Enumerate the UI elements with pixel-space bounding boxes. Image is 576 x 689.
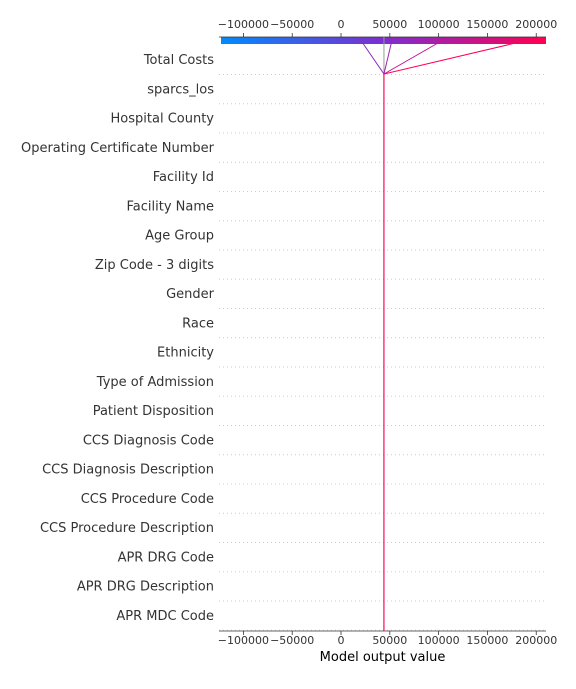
x-axis-label: Model output value — [320, 650, 446, 665]
top-tick-label: −50000 — [270, 18, 314, 31]
feature-label: Patient Disposition — [93, 404, 214, 419]
feature-label: Age Group — [145, 229, 214, 244]
bottom-tick-label: 100000 — [418, 634, 460, 647]
feature-label: Zip Code - 3 digits — [95, 258, 214, 273]
feature-label: APR MDC Code — [116, 609, 214, 624]
feature-label: Facility Id — [153, 170, 214, 185]
top-tick-label: 150000 — [466, 18, 508, 31]
feature-label: CCS Diagnosis Description — [42, 463, 214, 478]
top-axis: −100000 −50000 0 50000 100000 150000 200000 — [218, 18, 557, 38]
feature-label: Ethnicity — [157, 346, 214, 361]
feature-label: Gender — [166, 287, 215, 302]
top-tick-label: 200000 — [515, 18, 557, 31]
bottom-tick-label: 0 — [338, 634, 345, 647]
grid-layer — [219, 74, 546, 631]
top-tick-label: −100000 — [218, 18, 269, 31]
decision-line — [383, 36, 449, 631]
feature-label: Operating Certificate Number — [21, 141, 215, 156]
feature-label: CCS Procedure Description — [40, 521, 214, 536]
bottom-tick-label: 50000 — [372, 634, 407, 647]
feature-label: Total Costs — [143, 53, 214, 68]
feature-label: APR DRG Code — [118, 550, 214, 565]
top-tick-label: 50000 — [372, 18, 407, 31]
feature-label: APR DRG Description — [77, 580, 214, 595]
top-tick-label: 100000 — [418, 18, 460, 31]
feature-label: sparcs_los — [147, 82, 214, 97]
decision-line — [383, 36, 394, 631]
bottom-tick-label: −100000 — [218, 634, 269, 647]
feature-label: Hospital County — [111, 112, 215, 127]
feature-label: Race — [182, 316, 214, 331]
bottom-axis: −100000 −50000 0 50000 100000 150000 200000 — [218, 630, 557, 647]
feature-label: CCS Diagnosis Code — [83, 433, 214, 448]
top-tick-label: 0 — [338, 18, 345, 31]
decision-lines — [358, 36, 542, 631]
feature-labels: Total Costs sparcs_los Hospital County Oper… — [21, 53, 215, 624]
decision-line — [383, 36, 542, 631]
bottom-tick-label: 150000 — [466, 634, 508, 647]
feature-label: Facility Name — [126, 199, 214, 214]
bottom-tick-label: −50000 — [270, 634, 314, 647]
feature-label: CCS Procedure Code — [81, 492, 214, 507]
bottom-tick-label: 200000 — [515, 634, 557, 647]
decision-line — [358, 36, 385, 631]
feature-label: Type of Admission — [96, 375, 214, 390]
